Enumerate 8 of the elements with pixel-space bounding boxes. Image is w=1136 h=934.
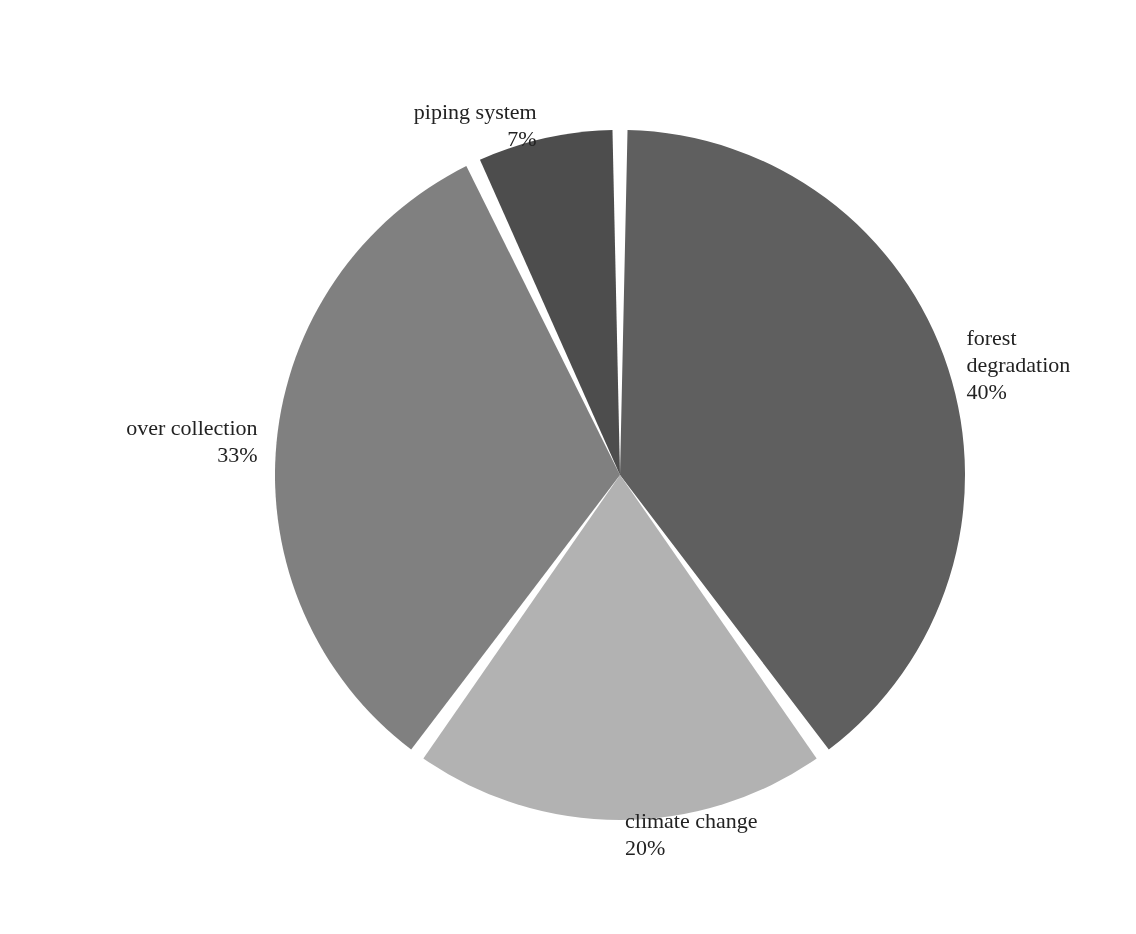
slice-label: over collection: [126, 415, 258, 441]
slice-label: forest degradation: [966, 324, 1071, 377]
data-label: 7%: [507, 125, 537, 151]
data-label: 40%: [966, 378, 1007, 404]
data-label: 20%: [625, 835, 666, 860]
slice-label: climate change: [625, 808, 758, 833]
slice-label: piping system: [413, 98, 537, 124]
data-label: 33%: [217, 442, 258, 468]
